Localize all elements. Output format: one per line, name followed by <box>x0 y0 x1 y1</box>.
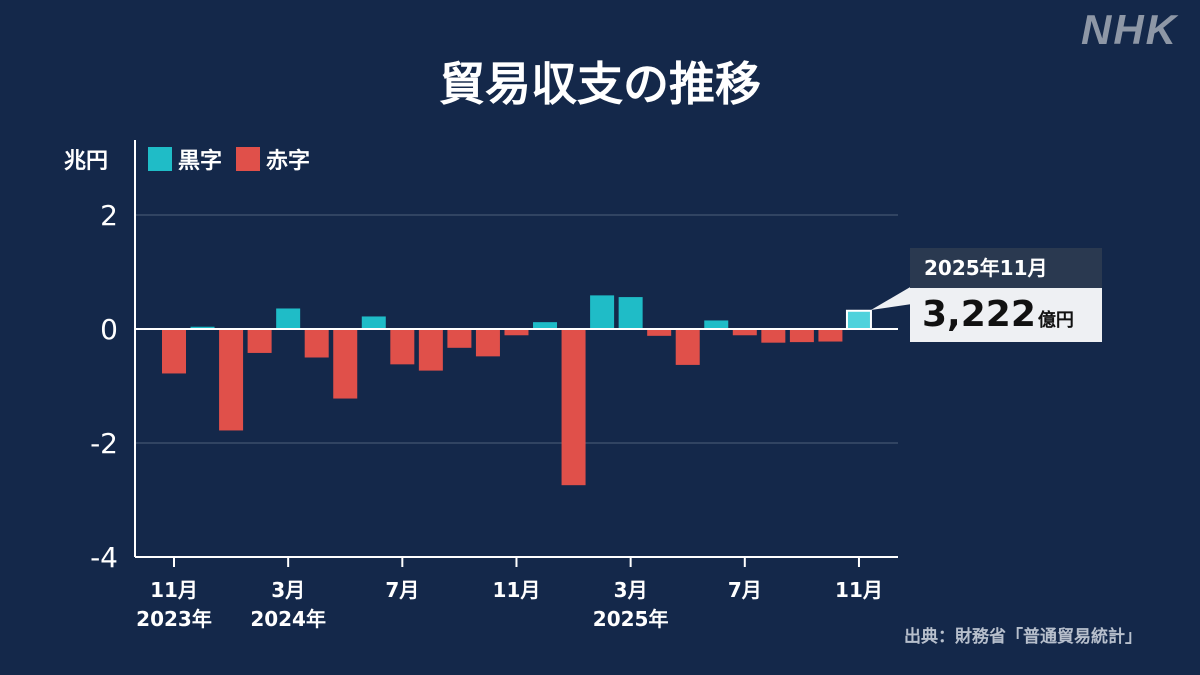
bar-2025-08 <box>761 329 786 343</box>
x-tick-year-label: 2024年 <box>250 607 326 631</box>
legend: 黒字 赤字 <box>148 143 324 175</box>
callout-value: 3,222 <box>922 294 1036 335</box>
bar-2025-02 <box>590 295 615 329</box>
legend-item-surplus: 黒字 <box>148 143 222 175</box>
legend-item-deficit: 赤字 <box>236 143 310 175</box>
bar-2025-03 <box>618 297 643 329</box>
bar-2025-01 <box>561 329 586 486</box>
x-tick-year-label: 2025年 <box>593 607 669 631</box>
legend-swatch-deficit <box>236 147 261 171</box>
callout-body: 3,222 億円 <box>910 288 1102 342</box>
bar-2025-09 <box>789 329 814 343</box>
bar-2025-06 <box>704 320 729 329</box>
chart-title: 貿易収支の推移 <box>439 57 761 111</box>
bar-2024-10 <box>475 329 500 357</box>
y-tick-label: 0 <box>100 313 118 346</box>
bar-2024-04 <box>304 329 329 358</box>
y-axis-unit: 兆円 <box>64 149 109 174</box>
bar-2024-09 <box>447 329 472 348</box>
x-tick-label: 3月 <box>614 578 648 602</box>
bar-2024-07 <box>390 329 415 365</box>
x-tick-label: 11月 <box>493 578 541 602</box>
x-tick-label: 7月 <box>728 578 762 602</box>
latest-value-callout: 2025年11月 3,222 億円 <box>910 248 1102 342</box>
legend-swatch-surplus <box>148 147 172 171</box>
x-tick-label: 11月 <box>835 578 883 602</box>
bar-2024-03 <box>276 308 301 329</box>
x-tick-label: 11月 <box>150 578 198 602</box>
bar-2025-07 <box>732 329 757 336</box>
callout-pointer <box>870 286 912 310</box>
nhk-logo: NHK <box>1081 6 1178 53</box>
x-tick-label: 7月 <box>385 578 419 602</box>
bar-2024-12 <box>533 322 558 329</box>
x-tick-label: 3月 <box>271 578 305 602</box>
bar-2024-01 <box>219 329 244 431</box>
source-note: 出典：財務省「普通貿易統計」 <box>904 627 1142 647</box>
callout-period: 2025年11月 <box>910 248 1102 288</box>
bar-2025-11 <box>845 309 872 331</box>
bar-2024-08 <box>418 329 443 371</box>
callout-unit: 億円 <box>1037 310 1074 331</box>
x-tick-year-label: 2023年 <box>136 607 212 631</box>
bar-2025-10 <box>818 329 843 342</box>
y-tick-label: -2 <box>90 427 118 460</box>
bar-2024-02 <box>247 329 272 353</box>
legend-label-deficit: 赤字 <box>266 149 311 174</box>
bar-2023-12 <box>190 326 215 329</box>
bar-2025-05 <box>675 329 700 365</box>
bar-2024-06 <box>361 316 386 329</box>
bar-2024-05 <box>333 329 358 399</box>
y-tick-label: -4 <box>90 541 118 574</box>
bar-2023-11 <box>162 329 186 374</box>
bar-2025-04 <box>647 329 672 336</box>
bar-2024-11 <box>504 329 529 336</box>
legend-label-surplus: 黒字 <box>178 149 223 174</box>
y-tick-label: 2 <box>100 199 118 232</box>
